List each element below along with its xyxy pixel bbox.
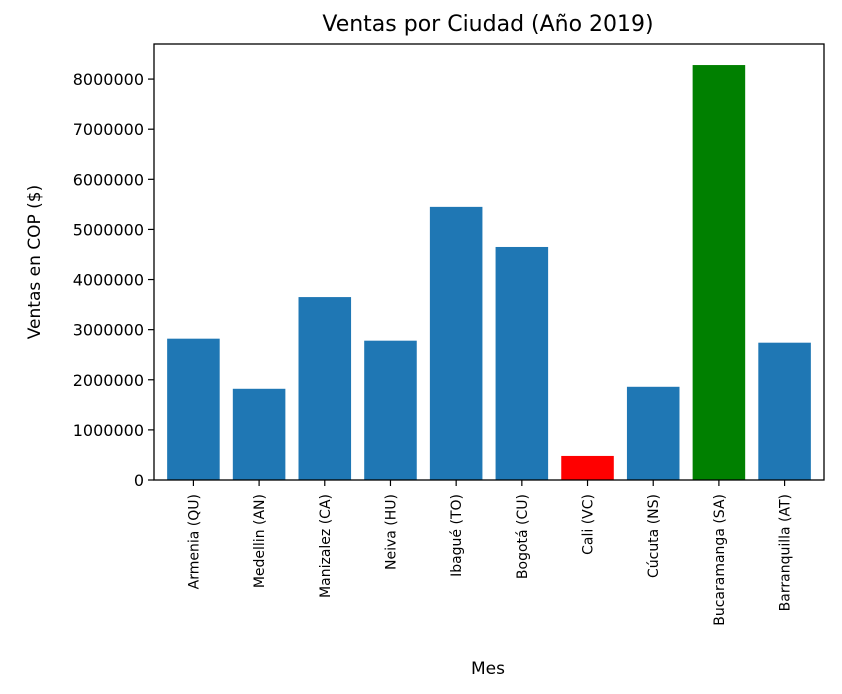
y-tick-label: 6000000 [73, 170, 144, 189]
x-tick-label: Neiva (HU) [383, 494, 399, 570]
bar [495, 246, 549, 480]
bar [692, 65, 746, 481]
y-tick-label: 0 [134, 471, 144, 490]
bar [626, 386, 680, 480]
x-tick-label: Armenia (QU) [186, 494, 202, 589]
y-tick-label: 7000000 [73, 120, 144, 139]
y-axis-label: Ventas en COP ($) [25, 185, 45, 340]
bar [364, 340, 417, 480]
y-tick-label: 1000000 [73, 421, 144, 440]
x-tick-label: Ibagué (TO) [449, 494, 465, 577]
y-tick-label: 2000000 [73, 371, 144, 390]
x-axis-ticks: Armenia (QU) Medellin (AN) Manizalez (CA) N… [186, 480, 794, 626]
chart-title: Ventas por Ciudad (Año 2019) [322, 12, 653, 37]
bar [429, 206, 483, 480]
x-tick-label: Manizalez (CA) [318, 494, 334, 598]
bar [561, 455, 614, 480]
y-tick-label: 8000000 [73, 70, 144, 89]
x-tick-label: Cali (VC) [581, 494, 597, 555]
y-tick-label: 4000000 [73, 271, 144, 290]
bar [232, 388, 286, 480]
x-tick-label: Bogotá (CU) [515, 494, 531, 579]
bar [758, 342, 811, 480]
bar [167, 338, 220, 480]
bar [298, 297, 352, 480]
y-tick-label: 3000000 [73, 321, 144, 340]
plot-frame [153, 43, 825, 481]
y-axis-ticks: 0 1000000 2000000 3000000 4000000 5000000 6000… [73, 70, 154, 490]
bars-group [167, 65, 811, 481]
x-tick-label: Barranquilla (AT) [778, 494, 794, 611]
y-tick-label: 5000000 [73, 220, 144, 239]
x-axis-label: Mes [471, 659, 505, 679]
x-tick-label: Cúcuta (NS) [646, 494, 662, 578]
x-tick-label: Medellin (AN) [252, 494, 268, 588]
x-tick-label: Bucaramanga (SA) [712, 494, 728, 626]
